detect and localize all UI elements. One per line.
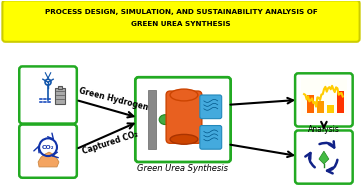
Bar	[43, 101, 47, 103]
Bar	[47, 101, 51, 103]
FancyBboxPatch shape	[166, 91, 202, 143]
FancyBboxPatch shape	[295, 73, 353, 126]
FancyBboxPatch shape	[200, 95, 222, 119]
Text: GREEN UREA SYNTHESIS: GREEN UREA SYNTHESIS	[131, 21, 231, 27]
Ellipse shape	[170, 89, 198, 101]
Bar	[317, 101, 324, 113]
Text: PROCESS DESIGN, SIMULATION, AND SUSTAINABILITY ANALYSIS OF: PROCESS DESIGN, SIMULATION, AND SUSTAINA…	[45, 9, 317, 15]
Bar	[55, 88, 65, 104]
Bar	[148, 90, 156, 149]
Text: Green Hydrogen: Green Hydrogen	[78, 86, 149, 112]
Bar	[47, 98, 51, 100]
Bar	[337, 91, 344, 113]
Text: Green Urea Synthesis: Green Urea Synthesis	[138, 164, 228, 173]
Text: CO₂: CO₂	[42, 145, 54, 150]
FancyBboxPatch shape	[135, 77, 231, 162]
Bar	[58, 86, 62, 89]
FancyBboxPatch shape	[19, 125, 77, 178]
FancyBboxPatch shape	[19, 66, 77, 124]
Bar	[39, 98, 43, 100]
Bar	[39, 101, 43, 103]
Bar	[43, 98, 47, 100]
Ellipse shape	[159, 115, 171, 125]
Text: Analysis: Analysis	[308, 125, 340, 134]
Polygon shape	[319, 151, 329, 164]
Text: Captured CO₂: Captured CO₂	[81, 129, 140, 156]
Bar	[307, 95, 314, 113]
FancyBboxPatch shape	[200, 125, 222, 149]
Ellipse shape	[170, 134, 198, 144]
FancyBboxPatch shape	[295, 130, 353, 184]
Bar	[327, 105, 334, 113]
Bar	[301, 78, 347, 116]
Polygon shape	[38, 152, 59, 167]
FancyBboxPatch shape	[3, 0, 359, 42]
